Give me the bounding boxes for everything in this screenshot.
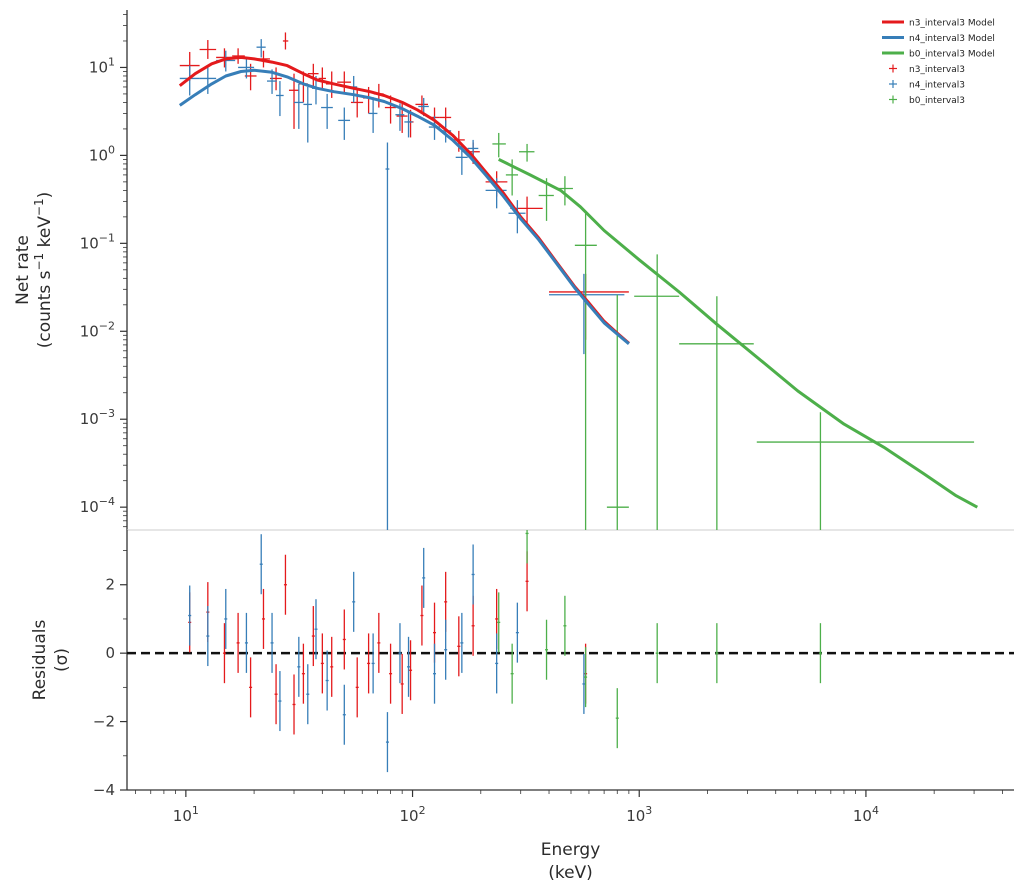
model-line-b0_interval3 Model	[498, 158, 979, 509]
legend-model-label: n3_interval3 Model	[909, 19, 995, 29]
y-tick-label: 101	[89, 55, 115, 76]
legend-data-label: n3_interval3	[909, 65, 965, 75]
x-tick-label: 102	[399, 804, 425, 825]
top-panel: 10−4 10−3 10−2 10−1 100 101 Net rate(counts s−…	[13, 10, 1014, 531]
y-tick-label: 10−3	[80, 407, 115, 428]
y-tick-label: 10−4	[80, 495, 115, 516]
legend-data-label: n4_interval3	[909, 81, 965, 91]
residuals-n4_interval3	[188, 534, 586, 773]
x-tick-label: 101	[173, 804, 199, 825]
x-axis: 101 102 103 104 Energy (keV)	[127, 789, 1014, 883]
bottom-panel: −4 −2 0 2 Residuals (σ)	[30, 530, 1014, 799]
y-tick-label: 10−1	[80, 231, 115, 252]
residuals-axis-title: Residuals (σ)	[30, 620, 72, 701]
y-tick-label: 100	[89, 143, 115, 164]
top-y-axis-title: Net rate(counts s−1 keV−1)	[13, 192, 55, 349]
legend-model-label: n4_interval3 Model	[909, 34, 995, 44]
legend-data-label: b0_interval3	[909, 96, 965, 106]
residual-tick-label: −2	[93, 713, 115, 731]
legend: n3_interval3 Model n4_interval3 Model b0_i…	[882, 19, 995, 106]
series-n4_interval3	[179, 39, 625, 530]
residuals-b0_interval3	[497, 530, 822, 749]
x-tick-label: 104	[853, 804, 879, 825]
model-line-n4_interval3 Model	[178, 68, 630, 345]
residual-tick-label: 2	[105, 576, 115, 594]
residual-tick-label: 0	[105, 644, 115, 662]
x-axis-title: Energy	[541, 840, 601, 860]
residual-tick-label: −4	[93, 781, 115, 799]
x-axis-unit: (keV)	[548, 863, 593, 883]
series-b0_interval3	[492, 132, 975, 530]
legend-model-label: b0_interval3 Model	[909, 50, 995, 60]
y-tick-label: 10−2	[80, 319, 115, 340]
x-tick-label: 103	[626, 804, 652, 825]
